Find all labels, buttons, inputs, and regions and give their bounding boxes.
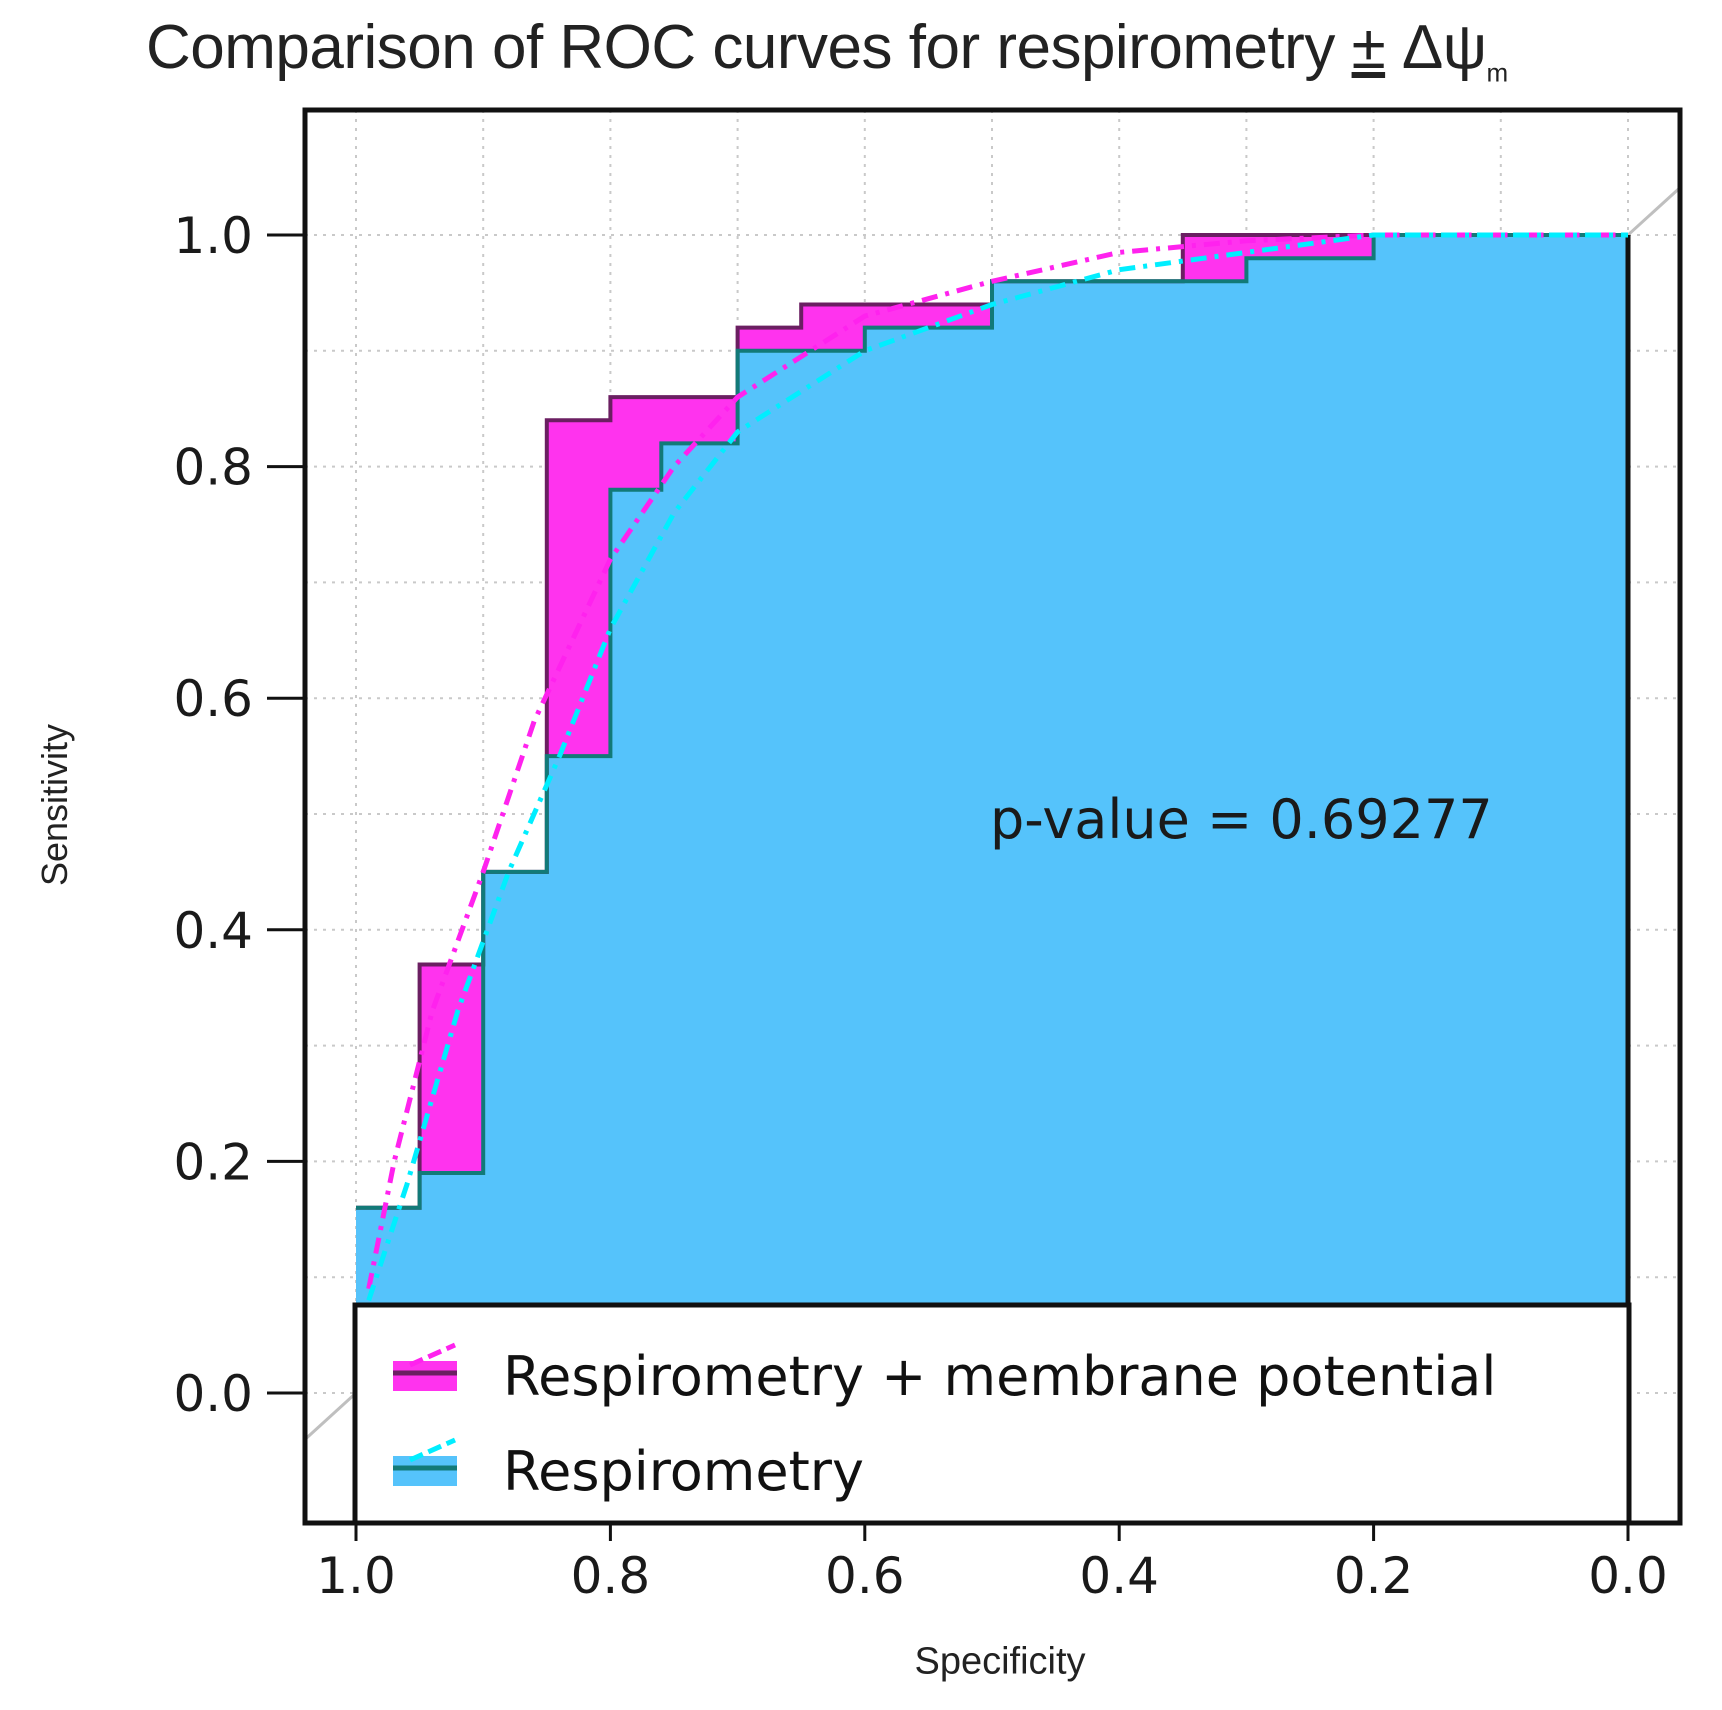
legend-entry: Respirometry + membrane potential: [393, 1342, 1496, 1408]
chart-title-subscript: m: [1486, 57, 1508, 88]
x-tick-label: 1.0: [316, 1547, 396, 1605]
y-tick-label: 0.2: [173, 1133, 253, 1191]
y-tick-label: 0.4: [173, 902, 253, 960]
x-tick-label: 0.4: [1079, 1547, 1159, 1605]
y-tick-label: 0.6: [173, 670, 253, 728]
legend-swatch-fill: [393, 1456, 457, 1486]
y-tick-label: 0.0: [173, 1365, 253, 1423]
chart-title: Comparison of ROC curves for respirometr…: [146, 12, 1508, 88]
chart-title-main: Comparison of ROC curves for respirometr…: [146, 13, 1335, 82]
x-axis-label: Specificity: [914, 1640, 1086, 1683]
chart-title-plusminus: ±: [1351, 13, 1386, 82]
plot-frame: [302, 107, 1683, 1526]
chart-title-delta-psi: Δψ: [1401, 13, 1487, 82]
legend-label: Respirometry: [503, 1440, 864, 1503]
legend-swatch-smooth: [408, 1342, 457, 1368]
legend-entry: Respirometry: [393, 1437, 864, 1503]
legend: Respirometry + membrane potential Respiro…: [352, 1302, 1632, 1523]
roc-step-respirometry: [356, 233, 1628, 1210]
p-value-annotation: p-value = 0.69277: [990, 788, 1493, 851]
x-tick-label: 0.0: [1588, 1547, 1668, 1605]
x-tick-label: 0.6: [825, 1547, 905, 1605]
x-tick-label: 0.2: [1334, 1547, 1414, 1605]
y-tick-label: 0.8: [173, 439, 253, 497]
plot-area: p-value = 0.69277 Respirometry + membrane…: [305, 185, 1680, 1523]
legend-box: [352, 1302, 1632, 1523]
legend-swatch-smooth: [408, 1437, 457, 1463]
auc-area-respirometry: [356, 235, 1628, 1393]
y-axis-label: Sensitivity: [34, 723, 75, 887]
x-tick-label: 0.8: [571, 1547, 651, 1605]
roc-smooth-respirometry: [366, 232, 1628, 1302]
y-tick-label: 1.0: [173, 207, 253, 265]
legend-swatch-fill: [393, 1361, 457, 1391]
legend-label: Respirometry + membrane potential: [503, 1345, 1496, 1408]
